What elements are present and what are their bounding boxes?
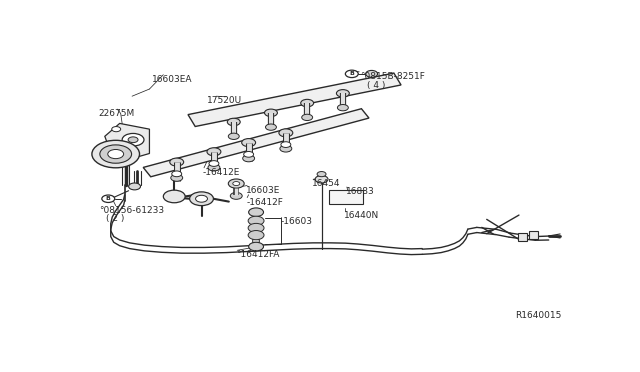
Text: °08156-61233: °08156-61233	[99, 206, 164, 215]
Circle shape	[317, 171, 326, 177]
Text: ( 4 ): ( 4 )	[367, 81, 385, 90]
Circle shape	[248, 208, 264, 217]
Circle shape	[281, 142, 291, 147]
Circle shape	[301, 114, 312, 121]
Circle shape	[233, 182, 240, 186]
Circle shape	[301, 99, 314, 107]
Circle shape	[189, 192, 213, 206]
Circle shape	[112, 126, 121, 132]
Bar	[330, 190, 364, 205]
Circle shape	[337, 105, 348, 111]
Circle shape	[172, 171, 182, 177]
Circle shape	[280, 145, 292, 152]
Text: 16454: 16454	[312, 179, 340, 188]
Circle shape	[228, 133, 239, 140]
Text: 16603EA: 16603EA	[152, 75, 193, 84]
Circle shape	[170, 158, 184, 166]
Text: -16412E: -16412E	[203, 168, 241, 177]
Text: ( 2 ): ( 2 )	[106, 214, 124, 222]
Circle shape	[122, 134, 144, 146]
Text: B: B	[106, 196, 111, 201]
Circle shape	[244, 151, 253, 157]
Circle shape	[337, 90, 349, 97]
Circle shape	[209, 161, 219, 166]
Text: °16412FA: °16412FA	[236, 250, 280, 259]
Circle shape	[248, 231, 264, 240]
Circle shape	[248, 242, 264, 251]
Circle shape	[129, 183, 141, 190]
Circle shape	[171, 174, 182, 181]
Circle shape	[266, 124, 276, 130]
Circle shape	[108, 150, 124, 158]
Circle shape	[92, 140, 140, 168]
Circle shape	[248, 216, 264, 225]
Circle shape	[100, 145, 132, 163]
Text: 16883: 16883	[346, 187, 374, 196]
Circle shape	[248, 223, 264, 232]
Circle shape	[128, 137, 138, 142]
Text: B: B	[349, 71, 355, 76]
Circle shape	[208, 164, 220, 171]
Circle shape	[230, 192, 242, 199]
Circle shape	[227, 118, 240, 126]
Circle shape	[279, 129, 292, 137]
Circle shape	[207, 148, 221, 156]
Circle shape	[102, 195, 115, 202]
Circle shape	[163, 190, 185, 203]
Text: 22675M: 22675M	[99, 109, 135, 118]
Text: °0815B-8251F: °0815B-8251F	[360, 72, 425, 81]
Polygon shape	[188, 73, 401, 126]
Text: -16412F: -16412F	[246, 198, 283, 206]
Bar	[529, 231, 538, 240]
Circle shape	[228, 179, 244, 188]
Text: 16440N: 16440N	[344, 211, 380, 220]
Polygon shape	[105, 124, 150, 164]
Circle shape	[242, 139, 255, 147]
Circle shape	[346, 70, 358, 78]
Text: 16603E: 16603E	[246, 186, 280, 195]
Text: R1640015: R1640015	[515, 311, 562, 320]
Circle shape	[196, 195, 207, 202]
Polygon shape	[143, 109, 369, 177]
Text: -16603: -16603	[281, 217, 313, 225]
Circle shape	[315, 176, 328, 183]
Circle shape	[243, 155, 255, 162]
Bar	[518, 232, 527, 241]
Circle shape	[365, 70, 378, 77]
Circle shape	[114, 151, 123, 157]
Circle shape	[264, 109, 277, 116]
Text: 17520U: 17520U	[207, 96, 242, 105]
